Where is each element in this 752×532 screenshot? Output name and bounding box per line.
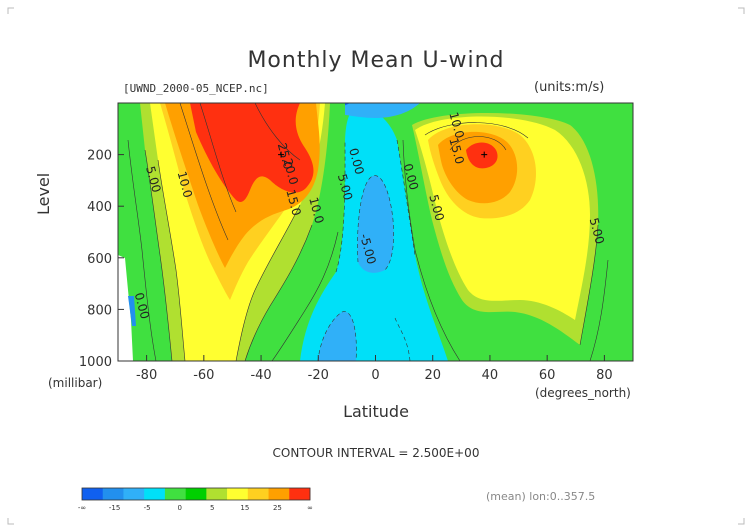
contour-label: 10.0 [306, 196, 326, 225]
x-tick-label: 0 [371, 368, 379, 383]
mean-label: (mean) lon:0..357.5 [486, 490, 596, 503]
y-tick-label: 200 [87, 149, 112, 164]
colorbar-swatch [82, 488, 104, 500]
negative-contours [317, 139, 416, 361]
contour-lines [127, 103, 609, 361]
crop-marks [7, 7, 745, 525]
contour-label: 15.0 [283, 188, 303, 217]
colorbar-swatch [102, 488, 124, 500]
y-tick-label: 400 [87, 200, 112, 215]
colorbar-label: 5 [210, 504, 214, 512]
colorbar-label: -5 [144, 504, 151, 512]
band-red-sh [190, 103, 314, 202]
x-tick-label: 80 [596, 368, 613, 383]
contour-label: 20.0 [280, 157, 300, 186]
x-tick-label: -40 [250, 368, 271, 383]
colorbar-label: -∞ [78, 504, 86, 512]
x-tick-label: 20 [424, 368, 441, 383]
band-red-nh [466, 142, 498, 169]
contour-label: 5.00 [426, 193, 446, 222]
colorbar-label: ∞ [307, 504, 313, 512]
axes: -80 -60 -40 -20 0 20 40 60 80 200 400 600 800 1000 [79, 149, 613, 383]
colorbar-swatch [185, 488, 207, 500]
band-missing [118, 255, 133, 361]
contour-label: 5.00 [143, 165, 163, 194]
peak-markers [278, 151, 488, 158]
contour-labels: 5.00 10.025.020.015.0 10.05.000.000.005.00… [132, 110, 607, 320]
file-label: [UWND_2000-05_NCEP.nc] [123, 82, 269, 95]
colorbar-swatch [164, 488, 186, 500]
contour-label: 15.0 [446, 136, 466, 165]
colorbar: -∞ -15 -5 0 5 15 25 ∞ [78, 487, 313, 512]
x-tick-label: -60 [193, 368, 214, 383]
colorbar-swatch [227, 488, 249, 500]
x-tick-label: -20 [308, 368, 329, 383]
x-tick-label: 60 [539, 368, 556, 383]
peak-marker [481, 151, 488, 158]
colorbar-swatch [123, 488, 145, 500]
colorbar-label: -15 [109, 504, 120, 512]
colorbar-swatch [206, 488, 228, 500]
chart-title: Monthly Mean U-wind [247, 48, 505, 73]
contour-label: 0.00 [401, 162, 421, 191]
colorbar-label: 15 [240, 504, 249, 512]
contour-interval-label: CONTOUR INTERVAL = 2.500E+00 [272, 446, 480, 460]
colorbar-swatch [247, 488, 269, 500]
colorbar-label: 25 [273, 504, 282, 512]
colorbar-label: 0 [177, 504, 181, 512]
colorbar-swatch [268, 488, 290, 500]
contour-label: 10.0 [175, 170, 195, 199]
contour-label: 5.00 [335, 172, 355, 201]
x-axis-unit: (degrees_north) [535, 386, 631, 400]
y-tick-label: 800 [87, 303, 112, 318]
contour-label: 10.0 [446, 110, 466, 139]
band-lightblue-mid [357, 175, 394, 273]
filled-contours [118, 103, 633, 361]
contour-label: 5.00 [587, 216, 607, 245]
x-tick-label: -80 [136, 368, 157, 383]
y-tick-label: 600 [87, 252, 112, 267]
contour-label: 0.00 [132, 291, 152, 320]
colorbar-swatch [289, 488, 311, 500]
y-tick-label: 1000 [79, 355, 112, 370]
units-label: (units:m/s) [534, 80, 605, 95]
colorbar-frame [81, 487, 311, 501]
y-axis-unit: (millibar) [48, 376, 103, 390]
x-tick-label: 40 [482, 368, 499, 383]
peak-marker [278, 151, 285, 158]
colorbar-swatch [144, 488, 166, 500]
contour-label: 25.0 [275, 141, 295, 170]
contour-label: 0.00 [346, 147, 366, 176]
x-axis-label: Latitude [343, 402, 409, 421]
band-blue-small [128, 296, 136, 326]
band-lightblue-low [318, 311, 357, 361]
